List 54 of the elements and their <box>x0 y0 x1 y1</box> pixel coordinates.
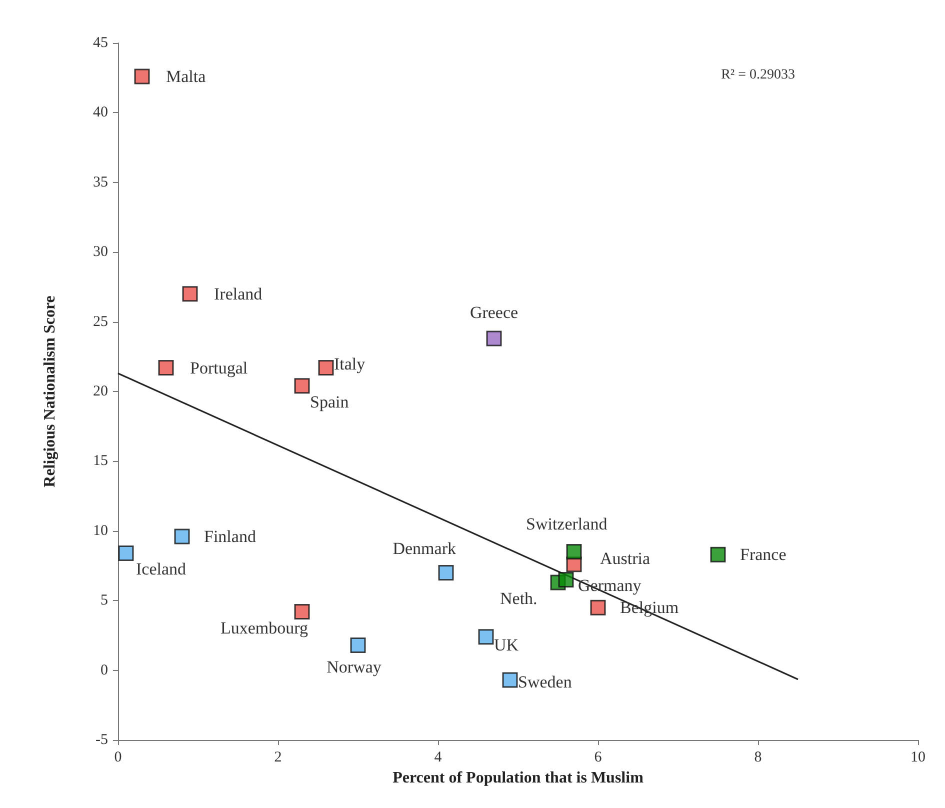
y-tick-label: -5 <box>96 732 108 748</box>
y-tick-label: 0 <box>100 662 108 678</box>
annotation: Luxembourg <box>220 618 308 638</box>
annotation: Malta <box>166 66 206 86</box>
annotation: Iceland <box>136 560 187 579</box>
y-tick-label: 10 <box>93 522 108 539</box>
annotation: Switzerland <box>526 514 608 534</box>
point <box>294 604 310 620</box>
point <box>438 564 454 580</box>
y-tick-label: 20 <box>93 384 108 400</box>
annotation: Ireland <box>214 284 263 304</box>
annotation: Sweden <box>518 672 572 692</box>
annotation: R² = 0.29033 <box>721 68 796 82</box>
x-tick-label: 10 <box>910 750 926 766</box>
y-axis-title: Religious Nationalism Score <box>42 296 58 488</box>
point <box>478 629 494 645</box>
point <box>134 68 150 84</box>
point <box>318 360 334 376</box>
annotation: Austria <box>600 548 650 568</box>
point <box>558 572 574 588</box>
point <box>174 528 190 544</box>
annotation: Italy <box>334 354 366 374</box>
y-tick-label: 40 <box>93 104 108 121</box>
annotation: Greece <box>470 303 518 322</box>
x-tick-label: 6 <box>594 750 602 766</box>
x-axis-title: Percent of Population that is Muslim <box>392 769 644 786</box>
point <box>350 637 366 653</box>
annotation: Norway <box>326 658 382 677</box>
x-tick-label: 4 <box>434 750 442 766</box>
annotation: Denmark <box>392 539 456 558</box>
point <box>710 546 726 562</box>
point <box>566 544 582 560</box>
x-tick-label: 2 <box>274 750 282 766</box>
annotation: UK <box>494 635 520 654</box>
annotation: Finland <box>204 526 256 546</box>
y-tick-label: 45 <box>93 35 108 51</box>
x-tick-label: 0 <box>114 750 122 766</box>
annotation: Spain <box>310 392 350 412</box>
annotation: Neth. <box>500 588 538 608</box>
point <box>118 545 134 561</box>
x-tick-label: 8 <box>754 750 762 766</box>
annotation: Portugal <box>190 358 248 378</box>
annotation: France <box>740 545 786 564</box>
y-tick-label: 15 <box>93 453 108 470</box>
y-tick-label: 30 <box>93 244 108 260</box>
point <box>158 360 174 376</box>
point <box>486 330 502 346</box>
point <box>502 672 518 688</box>
y-tick-label: 35 <box>93 174 108 190</box>
point <box>590 600 606 616</box>
y-tick-label: 5 <box>100 592 108 609</box>
y-tick-label: 25 <box>93 314 108 330</box>
point <box>294 378 310 394</box>
point <box>182 286 198 302</box>
